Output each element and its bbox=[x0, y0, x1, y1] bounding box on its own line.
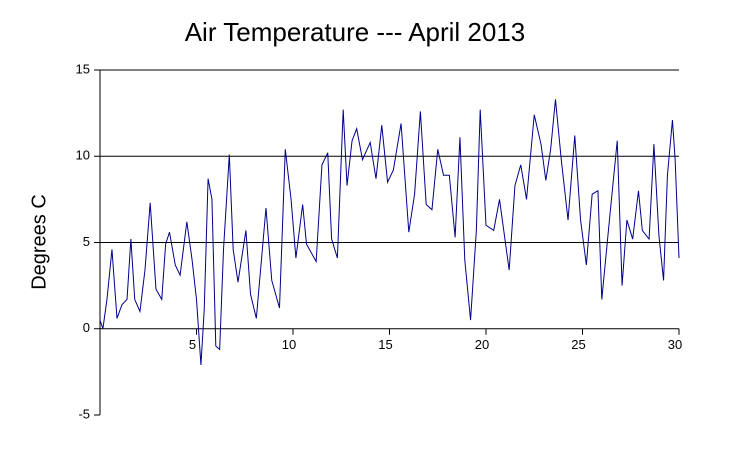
y-tick-label: -5 bbox=[78, 406, 90, 421]
x-tick-label: 25 bbox=[571, 337, 585, 352]
x-tick-label: 15 bbox=[378, 337, 392, 352]
x-tick-label: 20 bbox=[475, 337, 489, 352]
x-tick-label: 5 bbox=[189, 337, 196, 352]
x-tick-label: 10 bbox=[282, 337, 296, 352]
y-axis-label: Degrees C bbox=[28, 194, 50, 290]
y-tick-label: 5 bbox=[83, 234, 90, 249]
temperature-line bbox=[99, 99, 680, 366]
y-tick-label: 10 bbox=[76, 148, 90, 163]
chart-title: Air Temperature --- April 2013 bbox=[185, 17, 526, 47]
y-tick-label: 0 bbox=[83, 320, 90, 335]
x-tick-label: 30 bbox=[668, 337, 682, 352]
y-tick-label: 15 bbox=[76, 61, 90, 76]
